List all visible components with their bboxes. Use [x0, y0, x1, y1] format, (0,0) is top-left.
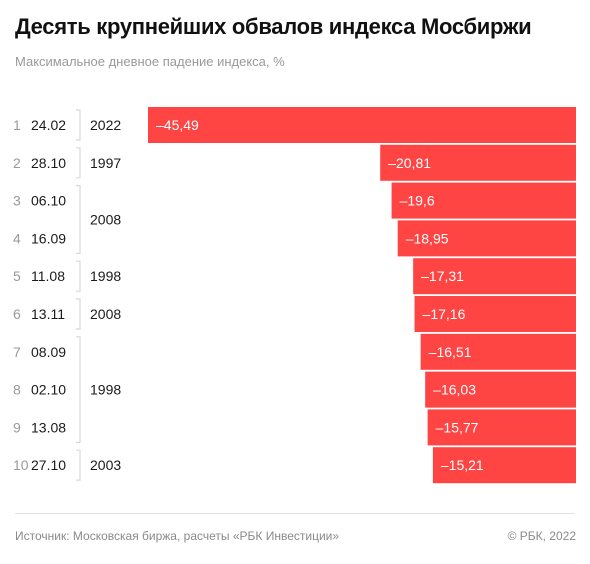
bar	[391, 182, 576, 219]
value-label: –17,16	[423, 306, 466, 322]
date-label: 06.10	[31, 193, 66, 209]
year-label: 1998	[90, 268, 121, 284]
year-label: 1998	[90, 382, 121, 398]
date-label: 11.08	[31, 268, 65, 284]
rank-label: 1	[13, 117, 21, 133]
rank-label: 7	[13, 344, 21, 360]
year-bracket	[76, 298, 81, 330]
value-label: –17,31	[421, 268, 464, 284]
rank-label: 9	[13, 419, 21, 435]
copyright-note: © РБК, 2022	[507, 529, 576, 543]
year-bracket	[76, 147, 81, 179]
year-bracket	[76, 336, 81, 443]
footer-divider	[15, 513, 575, 514]
value-label: –45,49	[156, 117, 199, 133]
rank-label: 3	[13, 193, 21, 209]
chart-subtitle: Максимальное дневное падение индекса, %	[15, 54, 285, 69]
date-label: 13.08	[31, 419, 66, 435]
date-label: 16.09	[31, 230, 66, 246]
value-label: –19,6	[400, 193, 435, 209]
date-label: 02.10	[31, 382, 66, 398]
rank-label: 4	[13, 230, 21, 246]
year-label: 1997	[90, 155, 121, 171]
bar	[420, 333, 576, 370]
value-label: –15,21	[441, 457, 484, 473]
source-note: Источник: Московская биржа, расчеты «РБК…	[15, 529, 340, 543]
date-label: 08.09	[31, 344, 66, 360]
year-label: 2008	[90, 306, 121, 322]
date-label: 13.11	[31, 306, 65, 322]
year-label: 2022	[90, 117, 121, 133]
value-label: –16,03	[433, 382, 476, 398]
date-label: 28.10	[31, 155, 66, 171]
rank-label: 5	[13, 268, 21, 284]
bar	[414, 296, 576, 332]
year-bracket	[76, 109, 81, 141]
year-bracket	[76, 185, 81, 254]
year-bracket	[76, 449, 81, 481]
rank-label: 6	[13, 306, 21, 322]
value-label: –16,51	[429, 344, 472, 360]
bar	[413, 258, 576, 295]
date-label: 27.10	[31, 457, 66, 473]
bar	[432, 447, 576, 484]
value-label: –18,95	[406, 230, 449, 246]
bar-chart: –45,49 1 24.02 –20,81 2 28.10 –19,6 3 06.10 –18,9…	[13, 107, 576, 484]
value-label: –20,81	[388, 155, 431, 171]
bar	[425, 371, 576, 408]
year-label: 2008	[90, 212, 121, 228]
year-bracket	[76, 260, 81, 292]
year-label: 2003	[90, 457, 121, 473]
date-label: 24.02	[31, 117, 66, 133]
chart-title: Десять крупнейших обвалов индекса Мосбир…	[15, 14, 532, 39]
rank-label: 10	[13, 457, 29, 473]
rank-label: 8	[13, 382, 21, 398]
value-label: –15,77	[436, 419, 479, 435]
bar	[397, 220, 576, 257]
rank-label: 2	[13, 155, 21, 171]
bar	[380, 144, 576, 181]
bar	[148, 107, 576, 143]
bar	[427, 409, 576, 446]
